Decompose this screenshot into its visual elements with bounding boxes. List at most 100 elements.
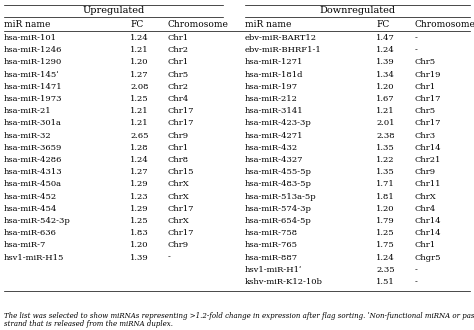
Text: hsa-miR-513a-5p: hsa-miR-513a-5p [245,193,317,201]
Text: hsa-miR-4313: hsa-miR-4313 [4,168,63,176]
Text: Chr15: Chr15 [168,168,194,176]
Text: 1.20: 1.20 [130,242,148,249]
Text: 1.25: 1.25 [376,229,395,237]
Text: Chr14: Chr14 [415,144,442,152]
Text: Chr5: Chr5 [168,71,189,79]
Text: Chr9: Chr9 [415,168,436,176]
Text: 1.25: 1.25 [130,217,149,225]
Text: 1.39: 1.39 [376,58,395,66]
Text: ebv-miR-BART12: ebv-miR-BART12 [245,34,317,42]
Text: 1.22: 1.22 [376,156,394,164]
Text: 1.28: 1.28 [130,144,149,152]
Text: miR name: miR name [245,20,292,29]
Text: hsa-miR-145ʹ: hsa-miR-145ʹ [4,71,60,79]
Text: hsa-miR-452: hsa-miR-452 [4,193,57,201]
Text: kshv-miR-K12-10b: kshv-miR-K12-10b [245,278,323,286]
Text: hsa-miR-1246: hsa-miR-1246 [4,46,63,54]
Text: 1.51: 1.51 [376,278,395,286]
Text: hsa-miR-32: hsa-miR-32 [4,132,52,140]
Text: hsa-miR-765: hsa-miR-765 [245,242,298,249]
Text: -: - [415,46,418,54]
Text: 1.20: 1.20 [130,58,148,66]
Text: Chr2: Chr2 [168,46,189,54]
Text: Chromosome: Chromosome [415,20,474,29]
Text: hsa-miR-7: hsa-miR-7 [4,242,46,249]
Text: 2.01: 2.01 [376,119,394,127]
Text: hsa-miR-636: hsa-miR-636 [4,229,57,237]
Text: 1.23: 1.23 [130,193,149,201]
Text: 1.24: 1.24 [376,46,395,54]
Text: Chr17: Chr17 [415,95,441,103]
Text: 1.39: 1.39 [130,253,149,262]
Text: hsa-miR-4271: hsa-miR-4271 [245,132,303,140]
Text: Chr1: Chr1 [415,242,436,249]
Text: -: - [415,34,418,42]
Text: hsa-miR-101: hsa-miR-101 [4,34,57,42]
Text: hsa-miR-450a: hsa-miR-450a [4,181,62,188]
Text: 1.29: 1.29 [130,181,149,188]
Text: hsa-miR-483-5p: hsa-miR-483-5p [245,181,312,188]
Text: Upregulated: Upregulated [82,6,145,15]
Text: hsa-miR-3659: hsa-miR-3659 [4,144,63,152]
Text: Chr17: Chr17 [415,119,441,127]
Text: Downregulated: Downregulated [319,6,396,15]
Text: hsa-miR-197: hsa-miR-197 [245,83,298,91]
Text: hsa-miR-887: hsa-miR-887 [245,253,298,262]
Text: 1.35: 1.35 [376,144,395,152]
Text: Chr17: Chr17 [168,205,194,213]
Text: hsa-miR-454: hsa-miR-454 [4,205,57,213]
Text: hsa-miR-432: hsa-miR-432 [245,144,298,152]
Text: 1.24: 1.24 [130,34,149,42]
Text: 2.35: 2.35 [376,266,395,274]
Text: Chromosome: Chromosome [168,20,229,29]
Text: 1.24: 1.24 [376,253,395,262]
Text: Chr11: Chr11 [415,181,441,188]
Text: 1.21: 1.21 [130,46,149,54]
Text: -: - [415,266,418,274]
Text: Chr9: Chr9 [168,242,189,249]
Text: hsv1-miR-H15: hsv1-miR-H15 [4,253,64,262]
Text: ChrX: ChrX [168,181,190,188]
Text: FC: FC [130,20,143,29]
Text: Chr1: Chr1 [168,34,189,42]
Text: 1.47: 1.47 [376,34,395,42]
Text: The list was selected to show miRNAs representing >1.2-fold change in expression: The list was selected to show miRNAs rep… [4,312,474,320]
Text: miR name: miR name [4,20,50,29]
Text: hsa-miR-21: hsa-miR-21 [4,107,52,115]
Text: hsa-miR-301a: hsa-miR-301a [4,119,62,127]
Text: hsa-miR-1973: hsa-miR-1973 [4,95,63,103]
Text: Chr2: Chr2 [168,83,189,91]
Text: 1.24: 1.24 [130,156,149,164]
Text: Chr14: Chr14 [415,217,442,225]
Text: ChrX: ChrX [168,193,190,201]
Text: hsa-miR-455-5p: hsa-miR-455-5p [245,168,312,176]
Text: Chr9: Chr9 [168,132,189,140]
Text: Chr5: Chr5 [415,58,436,66]
Text: Chr19: Chr19 [415,71,441,79]
Text: 2.65: 2.65 [130,132,148,140]
Text: hsa-miR-181d: hsa-miR-181d [245,71,303,79]
Text: -: - [415,278,418,286]
Text: 1.21: 1.21 [130,119,149,127]
Text: Chr3: Chr3 [415,132,436,140]
Text: 1.27: 1.27 [130,71,149,79]
Text: -: - [168,253,171,262]
Text: Chr17: Chr17 [168,107,194,115]
Text: 1.83: 1.83 [130,229,149,237]
Text: 1.79: 1.79 [376,217,395,225]
Text: ChrX: ChrX [168,217,190,225]
Text: hsa-miR-423-3p: hsa-miR-423-3p [245,119,312,127]
Text: 1.75: 1.75 [376,242,395,249]
Text: hsa-miR-654-5p: hsa-miR-654-5p [245,217,312,225]
Text: 1.25: 1.25 [130,95,149,103]
Text: 1.27: 1.27 [130,168,149,176]
Text: 2.08: 2.08 [130,83,148,91]
Text: 1.20: 1.20 [376,205,394,213]
Text: Chr1: Chr1 [168,58,189,66]
Text: 1.21: 1.21 [130,107,149,115]
Text: hsa-miR-574-3p: hsa-miR-574-3p [245,205,312,213]
Text: hsa-miR-1290: hsa-miR-1290 [4,58,62,66]
Text: Chgr5: Chgr5 [415,253,441,262]
Text: ebv-miR-BHRF1-1: ebv-miR-BHRF1-1 [245,46,322,54]
Text: Chr8: Chr8 [168,156,189,164]
